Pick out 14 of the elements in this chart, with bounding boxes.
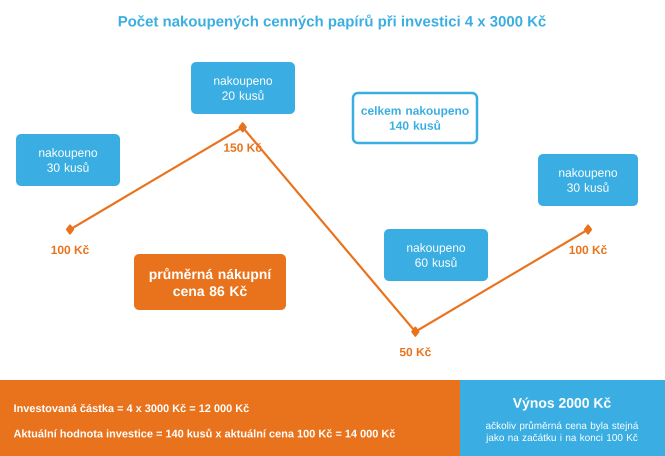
annotation: nakoupeno 60 kusů	[407, 243, 466, 267]
annotation: průměrná nákupní cena 86 Kč	[150, 268, 272, 296]
text: nakoupeno 20 kusů	[214, 76, 272, 100]
chart-title: Počet nakoupených cenných papírů při investici 4 x 3000 Kč	[118, 14, 546, 30]
annotation: nakoupeno 30 kusů	[39, 148, 98, 172]
text: Aktuální hodnota investice = 140 kusů x aktuální cena 100 Kč = 14 000 Kč	[14, 428, 396, 438]
text: Investovaná částka = 4 x 3000 Kč = 12 000 Kč	[14, 404, 249, 412]
annotation: nakoupeno 30 kusů	[559, 168, 618, 192]
data-label: 100 Kč	[569, 245, 607, 254]
annotation: celkem nakoupeno 140 kusů	[361, 106, 469, 130]
data-label: 50 Kč	[400, 347, 431, 356]
text: ačkoliv průměrná cena byla stejná jako na začátku i na konci 100 Kč	[486, 420, 638, 444]
data-label: 100 Kč	[51, 245, 89, 254]
text: Výnos 2000 Kč	[512, 397, 611, 411]
